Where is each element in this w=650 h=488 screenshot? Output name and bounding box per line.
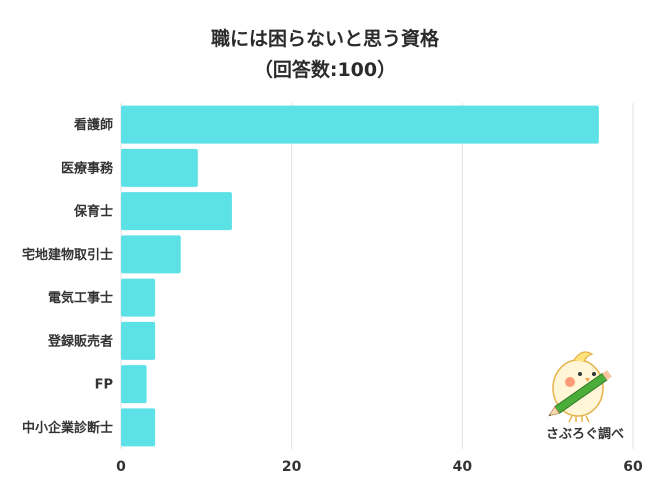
category-label: 登録販売者 [47, 333, 113, 349]
category-label: 電気工事士 [48, 290, 113, 306]
x-tick-label: 20 [282, 459, 302, 475]
category-label: FP [95, 378, 113, 393]
x-tick-label: 0 [116, 459, 126, 475]
x-tick-label: 60 [623, 459, 643, 475]
x-tick-label: 40 [453, 459, 473, 475]
bars [121, 105, 599, 447]
chart-title-block: 職には困らないと思う資格 （回答数:100） [0, 24, 650, 86]
chart-subtitle: （回答数:100） [253, 59, 397, 81]
bar [121, 278, 156, 317]
category-label: 宅地建物取引士 [22, 247, 113, 263]
credit-label: さぶろぐ調べ [545, 427, 624, 442]
bar [121, 365, 147, 404]
category-label: 中小企業診断士 [22, 420, 113, 436]
bar [121, 192, 232, 231]
bar [121, 235, 181, 274]
bar [121, 105, 599, 144]
bar [121, 408, 156, 447]
credit-badge: さぶろぐ調べ [530, 344, 640, 444]
bird-with-pencil-mascot-icon [547, 351, 612, 423]
x-tick-labels: 0 20 40 60 [116, 459, 643, 475]
bar [121, 321, 156, 360]
bar [121, 148, 198, 187]
category-label: 医療事務 [61, 160, 114, 176]
category-label: 保育士 [73, 204, 113, 220]
chart-title: 職には困らないと思う資格 [210, 28, 439, 50]
category-label: 看護師 [74, 117, 113, 133]
